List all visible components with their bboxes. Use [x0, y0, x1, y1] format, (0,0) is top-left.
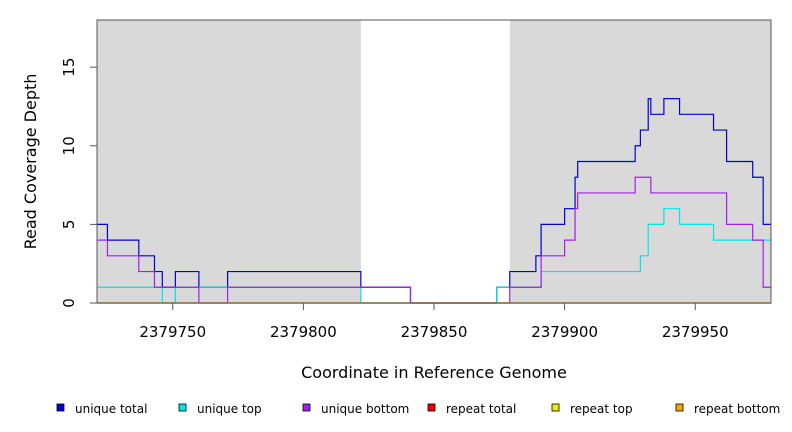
legend-swatch-repeat-bottom — [675, 403, 684, 412]
legend-label-repeat-bottom: repeat bottom — [694, 402, 780, 416]
legend-swatch-repeat-top — [551, 403, 560, 412]
legend-label-unique-top: unique top — [197, 402, 262, 416]
x-tick-label: 2379750 — [139, 323, 206, 341]
x-tick-label: 2379950 — [662, 323, 729, 341]
shaded-region-0 — [97, 20, 361, 303]
legend-swatch-unique-bottom — [302, 403, 311, 412]
legend-label-unique-total: unique total — [75, 402, 147, 416]
legend-label-repeat-top: repeat top — [570, 402, 633, 416]
series-line-unique-top — [97, 208, 771, 304]
y-axis: 0 5 10 15 — [60, 20, 98, 308]
legend-label-unique-bottom: unique bottom — [321, 402, 409, 416]
series-line-unique-bottom — [97, 176, 771, 304]
y-tick-label: 10 — [60, 136, 78, 155]
y-axis-label: Read Coverage Depth — [21, 74, 40, 250]
x-axis: 2379750 2379800 2379850 2379900 2379950 — [97, 302, 771, 341]
x-tick-label: 2379850 — [401, 323, 468, 341]
legend-label-repeat-total: repeat total — [446, 402, 516, 416]
y-tick-label: 15 — [60, 58, 78, 77]
legend-swatch-unique-total — [56, 403, 65, 412]
y-tick-label: 0 — [60, 298, 78, 308]
y-tick-label: 5 — [60, 220, 78, 230]
x-tick-label: 2379800 — [270, 323, 337, 341]
legend-swatch-repeat-total — [427, 403, 436, 412]
legend: unique total unique top unique bottom repea… — [56, 402, 780, 416]
x-axis-label: Coordinate in Reference Genome — [301, 363, 567, 382]
legend-swatch-unique-top — [178, 403, 187, 412]
x-tick-label: 2379900 — [531, 323, 598, 341]
shaded-regions — [97, 20, 771, 303]
